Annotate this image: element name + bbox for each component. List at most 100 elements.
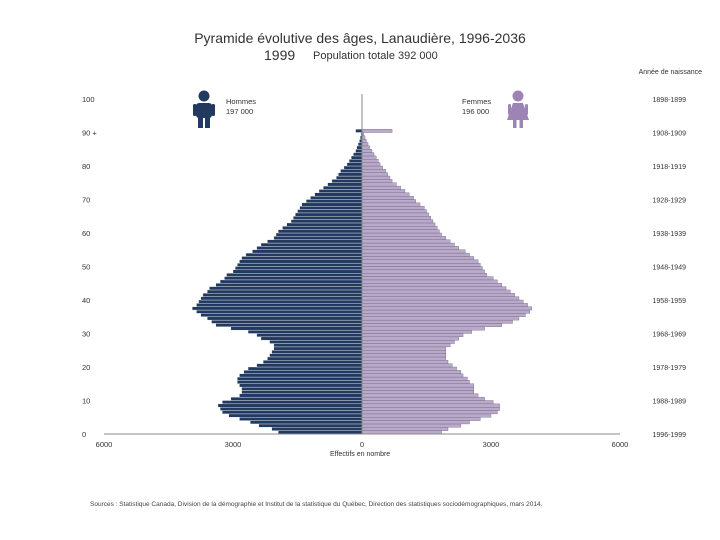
- women-bar-age-61: [361, 226, 438, 230]
- men-bar-age-19: [247, 366, 363, 371]
- women-bar-age-29: [361, 333, 464, 338]
- women-bar-age-4: [361, 417, 481, 421]
- women-total: 196 000: [462, 107, 490, 116]
- men-bar-age-4: [239, 417, 363, 421]
- women-bar-age-69: [361, 199, 416, 204]
- women-bar-age-49: [361, 266, 483, 271]
- men-bar-age-39: [198, 299, 363, 304]
- source-note: Sources : Statistique Canada, Division d…: [90, 501, 543, 508]
- women-bar-age-83: [361, 152, 375, 157]
- women-legend: Femmes 196 000: [462, 97, 491, 117]
- women-bar-age-27: [361, 340, 455, 344]
- axes: [104, 94, 620, 435]
- birth-year-tick-label: 1938-1939: [653, 231, 687, 238]
- women-bar-age-72: [361, 189, 406, 193]
- men-bars: [191, 128, 363, 435]
- women-bar-age-25: [361, 346, 447, 351]
- men-bar-age-82: [351, 155, 363, 160]
- birth-year-tick-label: 1996-1999: [653, 432, 687, 439]
- age-tick-label: 10: [82, 397, 90, 406]
- women-bar-age-14: [361, 383, 474, 388]
- women-bar-age-46: [361, 276, 494, 281]
- women-bar-age-59: [361, 232, 442, 237]
- men-bar-age-32: [215, 323, 363, 327]
- women-bar-age-56: [361, 242, 455, 247]
- men-bar-age-7: [219, 407, 363, 411]
- x-axis-label: Effectifs en nombre: [330, 451, 391, 458]
- women-bar-age-7: [361, 407, 500, 411]
- age-tick-label: 60: [82, 229, 90, 238]
- women-bar-age-30: [361, 329, 472, 334]
- men-bar-age-80: [346, 162, 363, 167]
- x-tick-label: 0: [360, 440, 364, 449]
- men-bar-age-31: [230, 326, 363, 331]
- birth-year-tick-label: 1908-1909: [653, 131, 687, 138]
- men-bar-age-45: [219, 279, 363, 284]
- birth-year-tick-label: 1928-1929: [653, 198, 687, 205]
- man-icon: [193, 90, 215, 128]
- women-bar-age-73: [361, 185, 401, 190]
- x-tick-label: 6000: [612, 440, 629, 449]
- birth-year-header: Année de naissance: [638, 69, 702, 76]
- men-bar-age-81: [348, 159, 363, 163]
- women-bar-age-65: [361, 212, 429, 217]
- age-tick-label: 80: [82, 162, 90, 171]
- women-bar-age-31: [361, 326, 485, 331]
- women-bar-age-21: [361, 360, 449, 364]
- men-label: Hommes: [226, 97, 257, 106]
- women-bar-age-1: [361, 427, 449, 431]
- men-bar-age-68: [301, 202, 363, 207]
- men-bar-age-75: [331, 179, 363, 183]
- men-bar-age-50: [237, 262, 363, 267]
- woman-icon: [507, 90, 529, 128]
- men-bar-age-70: [310, 195, 363, 200]
- men-bar-age-34: [207, 316, 363, 321]
- men-bar-age-79: [343, 165, 363, 170]
- men-bar-age-29: [256, 333, 363, 338]
- women-bar-age-39: [361, 299, 524, 304]
- women-bar-age-79: [361, 165, 383, 170]
- men-bar-age-5: [228, 413, 363, 418]
- men-bar-age-76: [336, 175, 363, 180]
- men-bar-age-1: [271, 427, 363, 431]
- men-bar-age-58: [273, 236, 363, 240]
- men-bar-age-66: [297, 209, 363, 214]
- men-bar-age-2: [258, 423, 363, 428]
- women-bar-age-24: [361, 350, 447, 354]
- women-bar-age-50: [361, 262, 481, 267]
- year-label: 1999: [264, 47, 296, 63]
- men-bar-age-78: [340, 169, 363, 173]
- men-bar-age-72: [318, 189, 363, 193]
- women-bar-age-90: [361, 128, 393, 133]
- women-bar-age-67: [361, 206, 425, 210]
- women-bar-age-44: [361, 283, 502, 287]
- women-bar-age-55: [361, 246, 459, 250]
- men-bar-age-60: [277, 229, 363, 234]
- men-bar-age-54: [252, 249, 363, 254]
- women-bar-age-85: [361, 145, 370, 150]
- men-bar-age-16: [237, 376, 363, 381]
- men-bar-age-13: [241, 386, 363, 391]
- men-bar-age-14: [239, 383, 363, 388]
- men-bar-age-53: [245, 252, 363, 257]
- men-bar-age-26: [273, 343, 363, 348]
- men-bar-age-42: [207, 289, 363, 294]
- men-total: 197 000: [226, 107, 254, 116]
- men-bar-age-20: [256, 363, 363, 368]
- women-bar-age-45: [361, 279, 498, 284]
- women-bar-age-28: [361, 336, 459, 341]
- population-total: Population totale 392 000: [313, 50, 438, 62]
- men-bar-age-27: [269, 340, 363, 344]
- men-bar-age-86: [357, 142, 363, 147]
- women-bar-age-19: [361, 366, 457, 371]
- women-bar-age-22: [361, 356, 447, 361]
- men-bar-age-44: [215, 283, 363, 287]
- men-bar-age-59: [275, 232, 363, 237]
- men-bar-age-0: [277, 430, 363, 435]
- men-bar-age-21: [262, 360, 363, 364]
- age-tick-label: 0: [82, 430, 86, 439]
- birth-year-tick-label: 1978-1979: [653, 365, 687, 372]
- women-bar-age-38: [361, 303, 528, 307]
- men-bar-age-73: [323, 185, 363, 190]
